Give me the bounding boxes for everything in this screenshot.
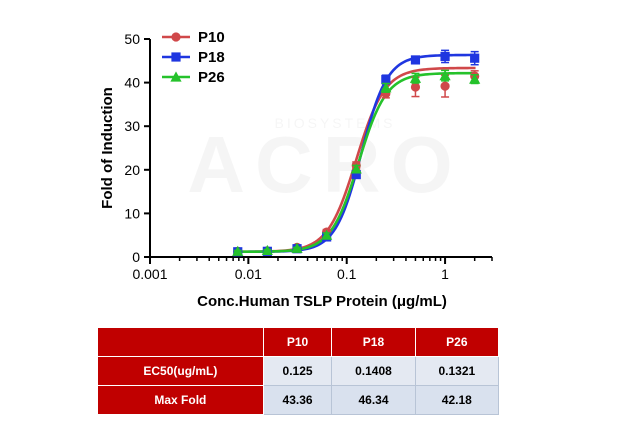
- triangle-marker: [170, 71, 182, 82]
- y-axis-title: Fold of Induction: [99, 87, 116, 209]
- triangle-marker: [380, 82, 392, 93]
- legend-label: P26: [198, 69, 225, 86]
- table-row-label: Max Fold: [97, 385, 264, 415]
- y-tick-label: 10: [124, 205, 140, 221]
- table-header-row: P10 P18 P26: [97, 327, 500, 357]
- dose-response-chart: BIOSYSTEMS ACRO 0 10 20 30 40 50 0.001 0.01 0.1 1…: [99, 29, 493, 310]
- x-axis-title: Conc.Human TSLP Protein (μg/mL): [197, 293, 447, 310]
- x-tick-label: 1: [441, 266, 449, 282]
- table-row-label: EC50(ug/mL): [97, 356, 264, 386]
- table-header-cell: P18: [331, 327, 416, 357]
- table-row: EC50(ug/mL) 0.125 0.1408 0.1321: [97, 356, 500, 386]
- series-p26-points: [232, 69, 481, 256]
- triangle-marker: [261, 244, 273, 256]
- legend-item-p18: P18: [162, 49, 225, 66]
- triangle-marker: [291, 242, 303, 253]
- triangle-marker: [321, 229, 333, 240]
- table-cell: 42.18: [414, 385, 500, 415]
- triangle-marker: [350, 163, 362, 174]
- square-marker: [440, 51, 450, 62]
- table-row: Max Fold 43.36 46.34 42.18: [97, 385, 500, 415]
- y-tick-label: 40: [124, 75, 140, 91]
- axes: 0 10 20 30 40 50 0.001 0.01 0.1 1: [124, 31, 493, 282]
- circle-marker: [440, 81, 450, 91]
- circle-marker: [410, 82, 421, 92]
- table-cell: 0.1408: [331, 356, 416, 386]
- data-points: [232, 49, 481, 257]
- triangle-marker: [439, 70, 451, 81]
- y-tick-label: 0: [132, 249, 140, 265]
- legend: P10 P18 P26: [162, 29, 225, 86]
- square-marker: [410, 55, 421, 65]
- x-tick-label: 0.001: [132, 266, 167, 282]
- table-cell: 46.34: [331, 385, 416, 415]
- square-marker: [381, 74, 391, 85]
- table-cell: 0.1321: [414, 356, 500, 386]
- table-header-cell: [97, 327, 264, 357]
- legend-label: P18: [198, 49, 225, 66]
- watermark: BIOSYSTEMS ACRO: [187, 115, 463, 209]
- watermark-main-text: ACRO: [187, 120, 463, 209]
- table-header-cell: P10: [262, 327, 333, 357]
- table-cell: 0.125: [262, 356, 333, 386]
- y-tick-label: 50: [124, 31, 140, 47]
- square-marker: [351, 169, 361, 180]
- square-marker: [171, 52, 181, 62]
- triangle-marker: [469, 73, 481, 84]
- square-marker: [470, 53, 480, 63]
- x-tick-label: 0.01: [235, 266, 262, 282]
- legend-item-p10: P10: [162, 29, 225, 46]
- y-tick-label: 30: [124, 118, 140, 134]
- table-cell: 43.36: [262, 385, 333, 415]
- legend-item-p26: P26: [162, 69, 225, 86]
- results-table: P10 P18 P26 EC50(ug/mL) 0.125 0.1408 0.1…: [97, 327, 500, 415]
- x-tick-label: 0.1: [337, 266, 357, 282]
- legend-label: P10: [198, 29, 225, 46]
- circle-marker: [171, 32, 181, 42]
- table-header-cell: P26: [414, 327, 500, 357]
- triangle-marker: [409, 72, 422, 83]
- y-tick-label: 20: [124, 162, 140, 178]
- triangle-marker: [232, 245, 244, 256]
